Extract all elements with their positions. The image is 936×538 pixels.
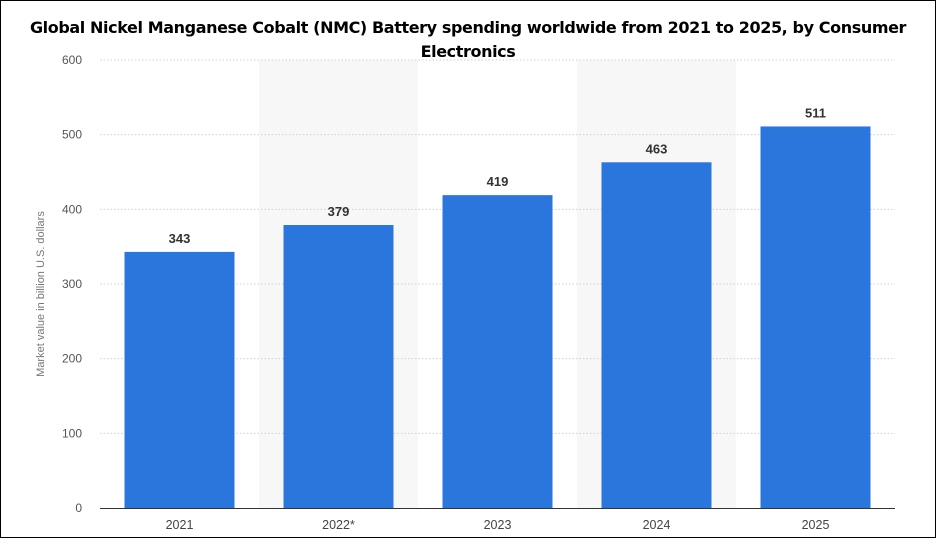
bar [124, 251, 235, 509]
bar [442, 195, 553, 508]
bar [601, 162, 712, 508]
y-tick-label: 0 [75, 501, 82, 515]
data-label: 343 [169, 231, 191, 246]
y-tick-label: 600 [62, 53, 82, 67]
data-labels: 343 379 419 463 511 [169, 105, 826, 245]
x-tick-label: 2024 [643, 518, 671, 532]
x-tick-label: 2025 [802, 518, 830, 532]
y-tick-label: 400 [62, 202, 82, 216]
data-label: 419 [487, 174, 509, 189]
data-label: 511 [805, 105, 826, 120]
x-tick-label: 2022* [322, 518, 355, 532]
x-tick-label: 2023 [484, 518, 512, 532]
x-tick-label: 2021 [166, 518, 194, 532]
bars [124, 126, 871, 509]
x-axis-ticks: 2021 2022* 2023 2024 2025 [166, 518, 830, 532]
bar [760, 126, 871, 508]
chart-title: Global Nickel Manganese Cobalt (NMC) Bat… [29, 18, 907, 61]
y-axis-ticks: 0 100 200 300 400 500 600 [62, 53, 82, 515]
y-tick-label: 100 [62, 426, 82, 440]
y-tick-label: 300 [62, 277, 82, 291]
y-tick-label: 200 [62, 352, 82, 366]
bar [283, 225, 394, 508]
data-label: 463 [646, 141, 668, 156]
y-axis-title: Market value in billion U.S. dollars [35, 211, 47, 377]
data-label: 379 [328, 204, 350, 219]
y-tick-label: 500 [62, 128, 82, 142]
